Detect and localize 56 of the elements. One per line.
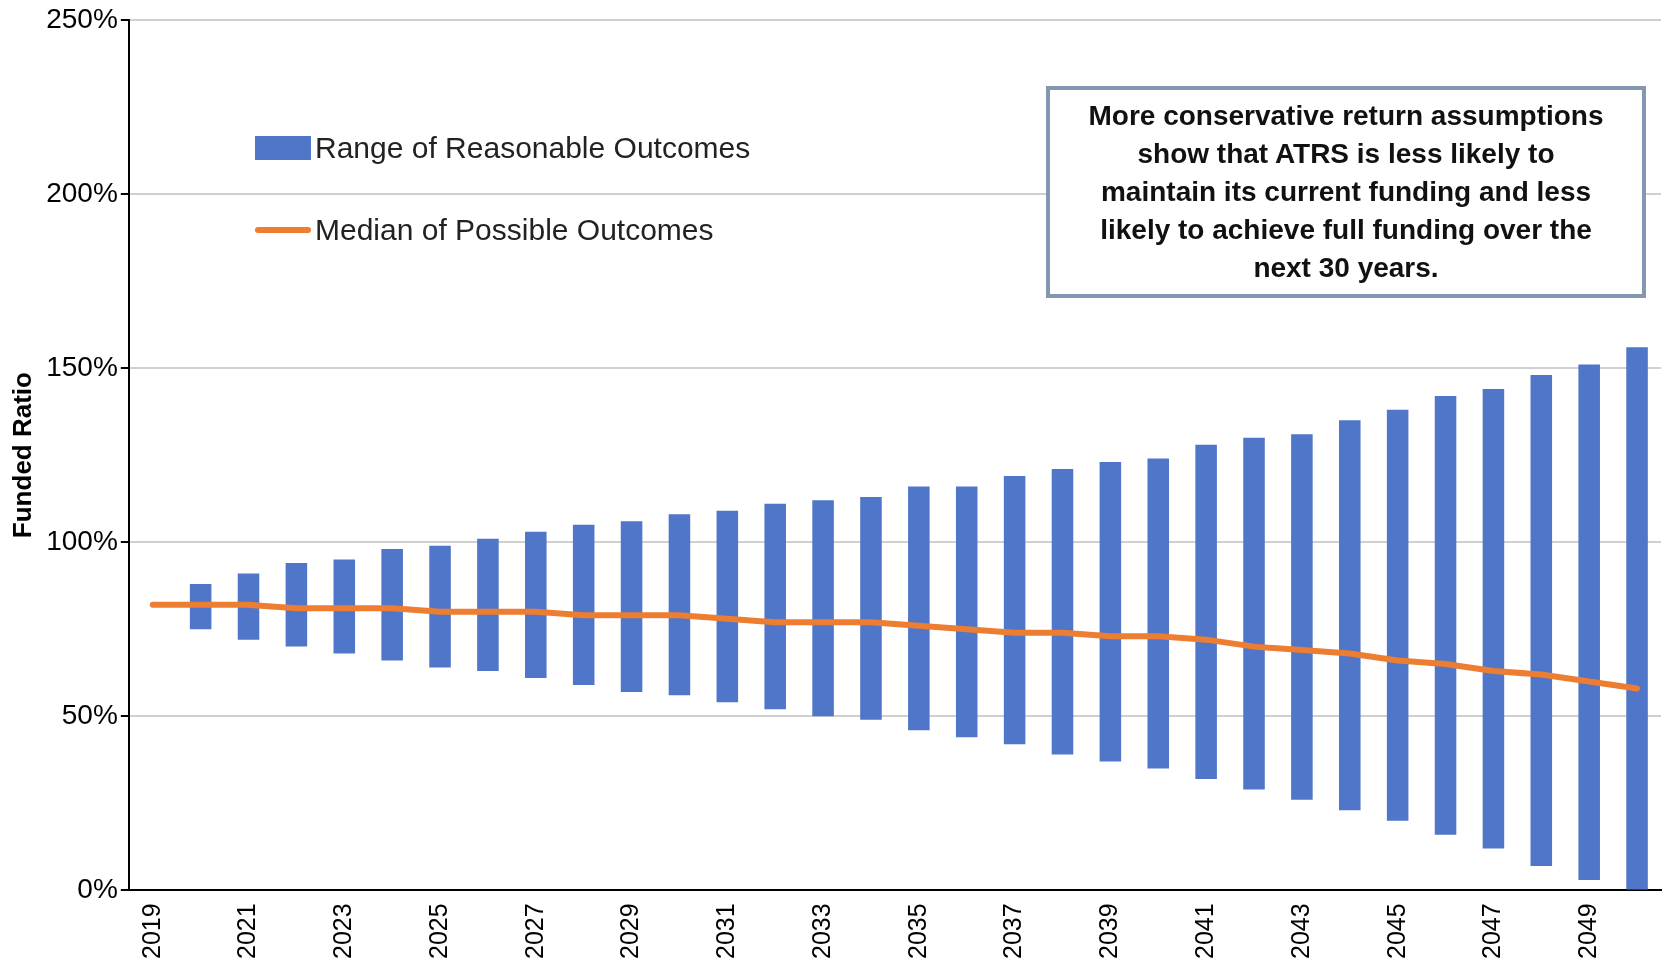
bar [764, 503, 786, 710]
x-tick-label: 2027 [519, 903, 548, 960]
bar [333, 559, 356, 654]
bar [1243, 437, 1265, 790]
x-tick-label: 2035 [902, 903, 931, 960]
x-tick-label: 2041 [1190, 903, 1219, 960]
bar [1195, 444, 1217, 779]
x-tick-label: 2019 [136, 903, 165, 960]
bar [860, 496, 882, 720]
x-tick-label: 2023 [328, 903, 357, 960]
x-tick-label: 2043 [1285, 903, 1314, 960]
annotation: More conservative return assumptions show that ATRS is less likely to maintain its current funding and less likely to achieve full funding over the next 30 years. [1046, 86, 1646, 298]
y-tick-label: 250% [46, 2, 118, 34]
y-tick-label: 100% [46, 524, 118, 556]
x-tick-label: 2037 [998, 903, 1027, 960]
bar [1291, 434, 1313, 800]
y-tick-label: 0% [77, 873, 118, 905]
x-tick-label: 2021 [232, 903, 261, 960]
bar [1578, 364, 1600, 880]
bar [477, 538, 499, 671]
x-tick-label: 2029 [615, 903, 644, 960]
bar [620, 521, 643, 692]
legend-label: Range of Reasonable Outcomes [315, 131, 751, 165]
bar [1434, 395, 1457, 835]
x-tick-label: 2047 [1477, 903, 1506, 960]
bar [1530, 375, 1553, 867]
bar [1626, 347, 1648, 890]
bar [1051, 469, 1074, 755]
bar [1003, 475, 1026, 745]
bar [668, 514, 691, 696]
bar [572, 524, 595, 685]
x-tick-label: 2039 [1094, 903, 1123, 960]
x-tick-label: 2031 [711, 903, 740, 960]
x-tick-label: 2033 [806, 903, 835, 960]
x-tick-label: 2045 [1381, 903, 1410, 960]
y-tick-label: 200% [46, 176, 118, 208]
bar [955, 486, 978, 738]
bar [1386, 409, 1409, 821]
bar [1339, 420, 1361, 811]
bar [1099, 462, 1122, 762]
bar [716, 510, 739, 703]
bar [237, 573, 260, 640]
bar [908, 486, 930, 731]
bar [525, 531, 547, 678]
bar [812, 500, 834, 717]
bar [285, 563, 308, 647]
y-tick-label: 150% [46, 350, 118, 382]
bar [1482, 388, 1505, 849]
bar [429, 545, 451, 668]
y-axis-title: Funded Ratio [6, 372, 37, 539]
bar [381, 549, 403, 661]
x-tick-label: 2049 [1573, 903, 1602, 960]
bar [1147, 458, 1170, 769]
y-tick-label: 50% [61, 698, 118, 730]
legend-label: Median of Possible Outcomes [315, 213, 714, 247]
x-tick-label: 2025 [423, 903, 452, 960]
